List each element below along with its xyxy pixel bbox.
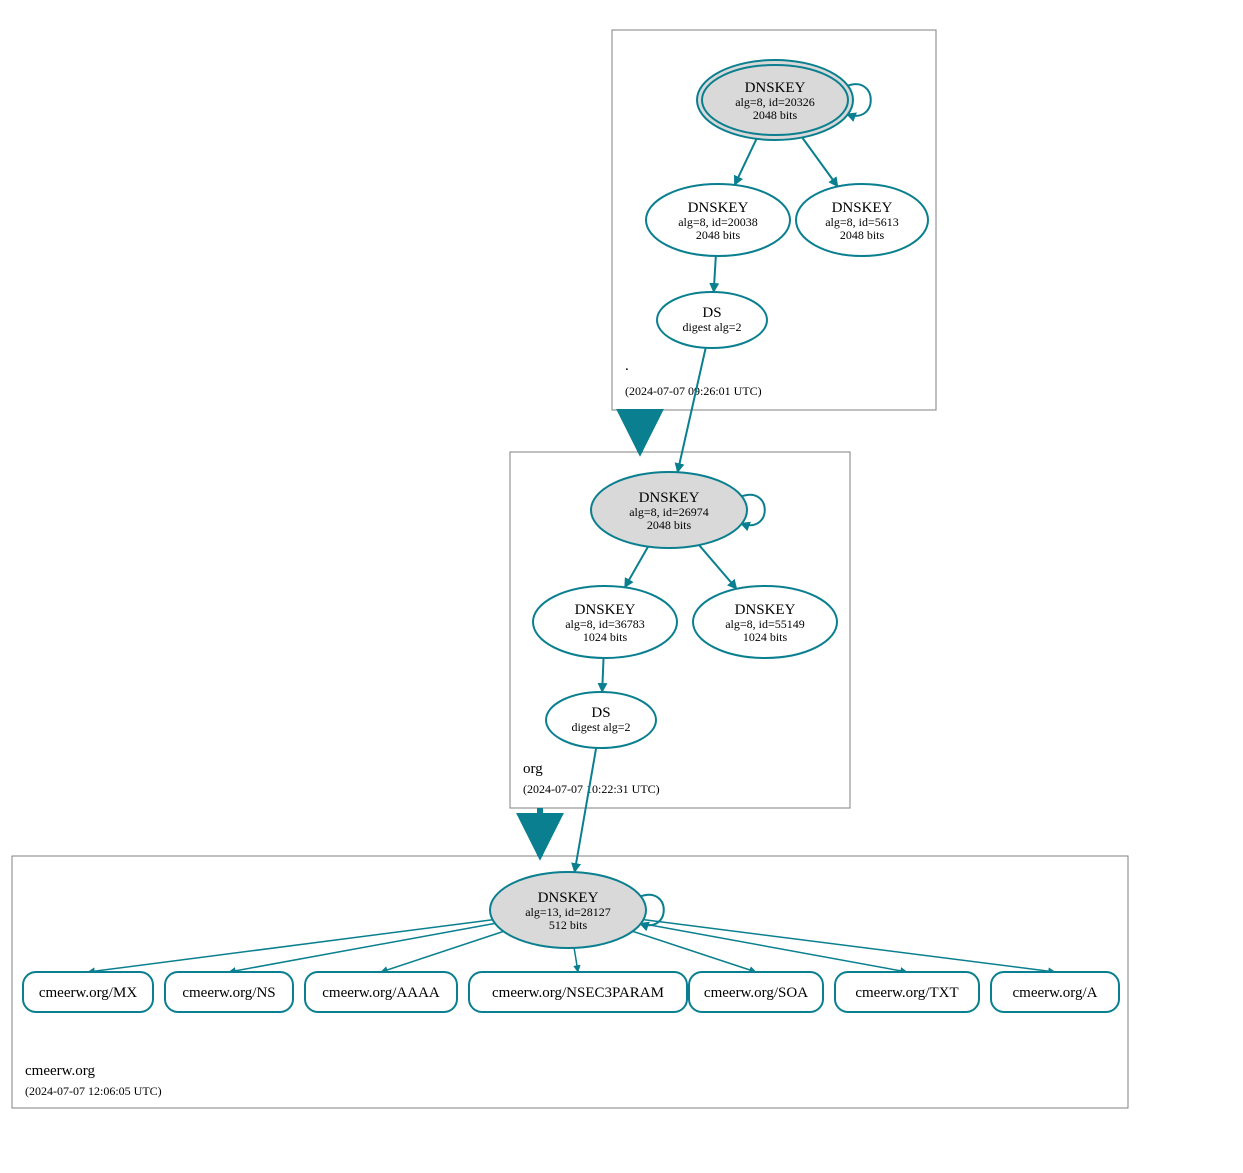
edge-cm_ksk-to-l_aaaa — [381, 931, 504, 972]
node-org_ksk-sub1: alg=8, id=26974 — [629, 505, 709, 519]
leaf-l_ns: cmeerw.org/NS — [165, 972, 293, 1012]
leaf-l_mx-label: cmeerw.org/MX — [39, 985, 137, 1001]
node-org_zsk1: DNSKEYalg=8, id=367831024 bits — [533, 586, 677, 658]
zone-org-timestamp: (2024-07-07 10:22:31 UTC) — [523, 782, 660, 796]
edge-root_ksk-to-root_zsk2 — [802, 137, 838, 186]
edge-org_zsk1-to-org_ds — [602, 658, 603, 692]
node-root_zsk1: DNSKEYalg=8, id=200382048 bits — [646, 184, 790, 256]
node-org_zsk1-title: DNSKEY — [575, 602, 636, 618]
edge-cm_ksk-to-l_mx — [88, 920, 493, 972]
leaf-l_soa-label: cmeerw.org/SOA — [704, 985, 808, 1001]
zone-root-name: . — [625, 358, 629, 374]
zone-org-name: org — [523, 761, 543, 777]
edge-org_ksk-to-org_zsk1 — [625, 547, 648, 588]
leaf-l_n3p: cmeerw.org/NSEC3PARAM — [469, 972, 687, 1012]
node-root_ksk-sub1: alg=8, id=20326 — [735, 95, 815, 109]
node-cm_ksk-title: DNSKEY — [538, 890, 599, 906]
zone-cmeerw-timestamp: (2024-07-07 12:06:05 UTC) — [25, 1084, 162, 1098]
node-root_zsk2-sub2: 2048 bits — [840, 228, 885, 242]
dnssec-chain-diagram: . (2024-07-07 09:26:01 UTC) org (2024-07-07… — [0, 0, 1243, 1173]
node-root_zsk1-sub1: alg=8, id=20038 — [678, 215, 758, 229]
node-root_zsk2-sub1: alg=8, id=5613 — [825, 215, 899, 229]
leaf-l_a: cmeerw.org/A — [991, 972, 1119, 1012]
node-org_ds: DSdigest alg=2 — [546, 692, 656, 748]
node-cm_ksk-sub2: 512 bits — [549, 918, 588, 932]
leaf-l_ns-label: cmeerw.org/NS — [182, 985, 275, 1001]
node-root_zsk1-sub2: 2048 bits — [696, 228, 741, 242]
node-org_ksk-title: DNSKEY — [639, 490, 700, 506]
node-root_zsk1-title: DNSKEY — [688, 200, 749, 216]
node-org_ksk-sub2: 2048 bits — [647, 518, 692, 532]
leaf-l_aaaa: cmeerw.org/AAAA — [305, 972, 457, 1012]
node-org_zsk1-sub2: 1024 bits — [583, 630, 628, 644]
edge-cm_ksk-to-l_soa — [633, 931, 756, 972]
node-org_ksk: DNSKEYalg=8, id=269742048 bits — [591, 472, 747, 548]
leaf-l_n3p-label: cmeerw.org/NSEC3PARAM — [492, 985, 664, 1001]
edge-root_zsk1-to-root_ds — [714, 256, 716, 292]
node-root_zsk2-title: DNSKEY — [832, 200, 893, 216]
node-root_ds-sub1: digest alg=2 — [682, 320, 741, 334]
node-root_ksk-title: DNSKEY — [745, 80, 806, 96]
edge-org_ksk-to-org_zsk2 — [699, 545, 737, 589]
leaf-l_mx: cmeerw.org/MX — [23, 972, 153, 1012]
node-root_zsk2: DNSKEYalg=8, id=56132048 bits — [796, 184, 928, 256]
node-root_ksk-sub2: 2048 bits — [753, 108, 798, 122]
leaf-l_a-label: cmeerw.org/A — [1013, 985, 1098, 1001]
node-org_ds-title: DS — [591, 705, 610, 721]
node-org_zsk1-sub1: alg=8, id=36783 — [565, 617, 645, 631]
edge-org_ds-to-cm_ksk — [575, 748, 597, 872]
node-cm_ksk-sub1: alg=13, id=28127 — [525, 905, 611, 919]
node-org_zsk2-sub1: alg=8, id=55149 — [725, 617, 805, 631]
node-root_ds-title: DS — [702, 305, 721, 321]
node-org_ds-sub1: digest alg=2 — [571, 720, 630, 734]
zone-cmeerw-name: cmeerw.org — [25, 1063, 95, 1079]
node-org_zsk2: DNSKEYalg=8, id=551491024 bits — [693, 586, 837, 658]
node-root_ds: DSdigest alg=2 — [657, 292, 767, 348]
zone-root-timestamp: (2024-07-07 09:26:01 UTC) — [625, 384, 762, 398]
node-org_zsk2-sub2: 1024 bits — [743, 630, 788, 644]
leaf-l_aaaa-label: cmeerw.org/AAAA — [322, 985, 440, 1001]
node-cm_ksk: DNSKEYalg=13, id=28127512 bits — [490, 872, 646, 948]
edge-cm_ksk-to-l_n3p — [574, 948, 578, 972]
leaf-l_txt: cmeerw.org/TXT — [835, 972, 979, 1012]
edge-cm_ksk-to-l_a — [643, 920, 1055, 972]
node-root_ksk: DNSKEYalg=8, id=203262048 bits — [697, 60, 853, 140]
edge-root_ksk-to-root_zsk1 — [735, 139, 757, 185]
leaf-l_txt-label: cmeerw.org/TXT — [855, 985, 958, 1001]
node-org_zsk2-title: DNSKEY — [735, 602, 796, 618]
leaf-l_soa: cmeerw.org/SOA — [689, 972, 823, 1012]
